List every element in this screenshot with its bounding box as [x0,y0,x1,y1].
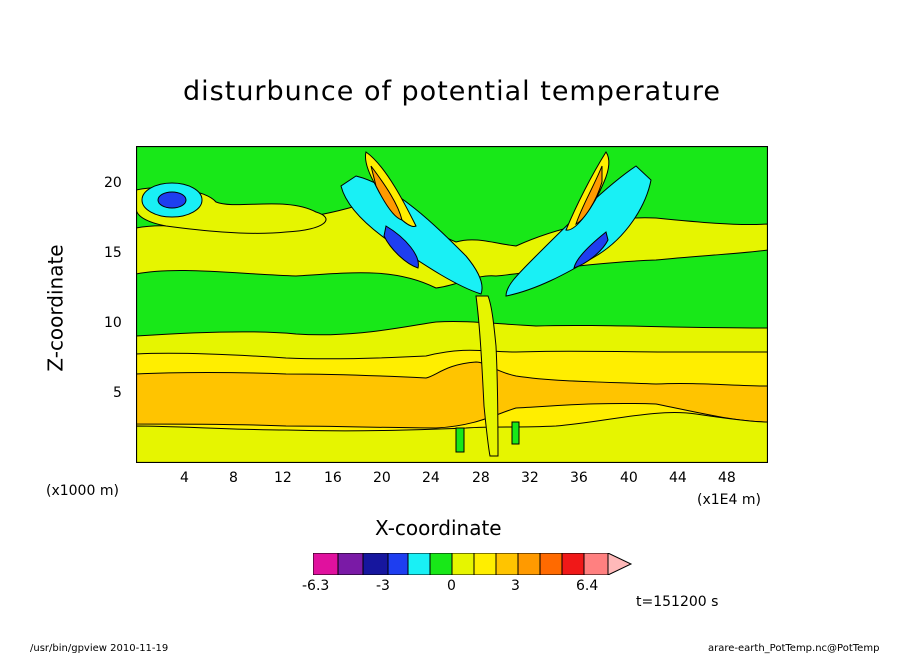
colorbar-tick-label: -6.3 [302,578,330,594]
x-unit-note-right: (x1E4 m) [697,492,761,508]
x-tick-label: 32 [521,470,539,486]
colorbar-swatch [407,553,431,575]
colorbar-swatch [451,553,475,575]
colorbar-swatch [539,553,563,575]
colorbar-swatch [337,553,364,575]
blob-blue-left [157,191,187,209]
chart-title: disturbunce of potential temperature [183,76,721,107]
footer-right: arare-earth_PotTemp.nc@PotTemp [708,643,880,654]
colorbar-tick-label: 6.4 [576,578,599,594]
colorbar-swatch [313,553,339,575]
column-center [475,295,499,457]
colorbar-extension-arrow [607,553,633,575]
spot-green-1 [455,427,465,453]
colorbar-swatch [362,553,389,575]
contour-plot [136,146,768,463]
x-axis-label: X-coordinate [375,516,502,540]
band-orange-light [136,361,768,429]
colorbar-swatch [583,553,609,575]
colorbar-swatch [387,553,409,575]
footer-left: /usr/bin/gpview 2010-11-19 [30,643,169,654]
wing-blue-left [383,225,419,269]
x-tick-label: 44 [669,470,687,486]
x-tick-label: 20 [373,470,391,486]
y-tick-label: 15 [104,245,122,261]
colorbar-swatch [473,553,497,575]
x-tick-label: 40 [620,470,638,486]
x-tick-label: 8 [229,470,238,486]
wing-cyan-left [340,175,483,295]
x-tick-label: 12 [274,470,292,486]
x-tick-label: 48 [718,470,736,486]
colorbar-tick-label: -3 [376,578,390,594]
colorbar-tick-label: 0 [447,578,456,594]
colorbar [313,553,633,575]
colorbar-swatch [429,553,453,575]
x-unit-note-left: (x1000 m) [46,483,119,499]
x-tick-label: 24 [422,470,440,486]
x-tick-label: 36 [570,470,588,486]
wing-orange-right [575,165,603,225]
colorbar-swatch [495,553,519,575]
plot-frame-border [136,146,768,463]
x-tick-label: 16 [324,470,342,486]
colorbar-swatch [561,553,585,575]
spot-green-2 [511,421,520,445]
y-tick-label: 10 [104,315,122,331]
y-tick-label: 20 [104,175,122,191]
y-axis-label: Z-coordinate [43,244,68,372]
x-tick-label: 4 [180,470,189,486]
wing-orange-left [370,165,403,221]
time-label: t=151200 s [636,594,719,610]
wing-blue-right [573,231,609,269]
y-tick-label: 5 [113,385,122,401]
colorbar-swatch [517,553,541,575]
x-tick-label: 28 [472,470,490,486]
colorbar-tick-label: 3 [511,578,520,594]
